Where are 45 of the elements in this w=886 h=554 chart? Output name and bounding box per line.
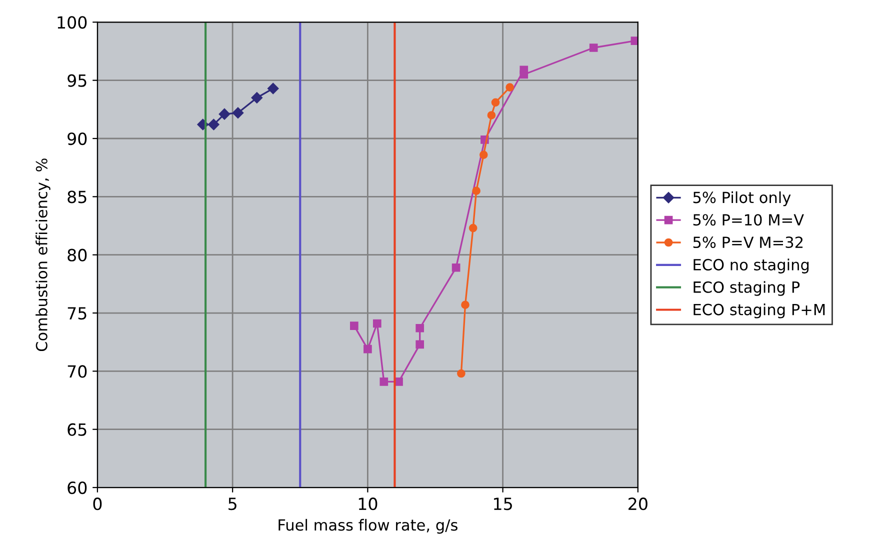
point — [232, 107, 244, 119]
point — [506, 83, 514, 92]
y-tick-label: 90 — [68, 132, 87, 146]
point — [372, 319, 382, 328]
point — [380, 377, 388, 386]
point — [416, 340, 424, 349]
legend-label: ECO staging P+M — [694, 304, 825, 318]
y-tick-label: 100 — [58, 16, 87, 29]
x-tick-label: 5 — [228, 498, 236, 510]
x-tick-label: 10 — [358, 498, 378, 510]
point — [630, 36, 638, 45]
point — [350, 322, 358, 330]
point — [461, 300, 470, 310]
x-axis-title: Fuel mass flow rate, g/s — [278, 518, 458, 534]
point — [479, 150, 488, 159]
legend-label: 5% Pilot only — [693, 191, 791, 206]
legend-label: 5% P=V M=32 — [693, 236, 803, 248]
point — [416, 324, 424, 332]
y-tick-label: 75 — [68, 307, 86, 320]
y-tick-label: 70 — [68, 365, 87, 378]
y-tick-label: 80 — [68, 248, 87, 262]
point — [457, 369, 466, 378]
y-axis-title: Combustion efficiency, % — [36, 158, 50, 352]
point — [589, 44, 598, 52]
x-tick-label: 15 — [494, 498, 512, 510]
legend-label: 5% P=10 M=V — [693, 214, 804, 226]
x-tick-label: 20 — [628, 498, 648, 510]
point — [491, 98, 500, 107]
legend-label: ECO no staging — [694, 258, 809, 274]
y-tick-label: 85 — [68, 190, 86, 204]
point — [268, 82, 279, 94]
x-tick-label: 0 — [93, 498, 102, 510]
point — [452, 263, 460, 272]
point — [251, 92, 262, 104]
legend-label: ECO staging P — [694, 281, 800, 296]
point — [520, 70, 528, 79]
y-tick-label: 65 — [68, 423, 86, 436]
y-tick-label: 95 — [68, 74, 86, 87]
point — [487, 111, 496, 120]
y-tick-label: 60 — [68, 481, 87, 494]
point — [472, 186, 480, 196]
point — [208, 118, 220, 130]
point — [218, 108, 230, 120]
point — [468, 224, 478, 232]
point — [364, 344, 372, 354]
